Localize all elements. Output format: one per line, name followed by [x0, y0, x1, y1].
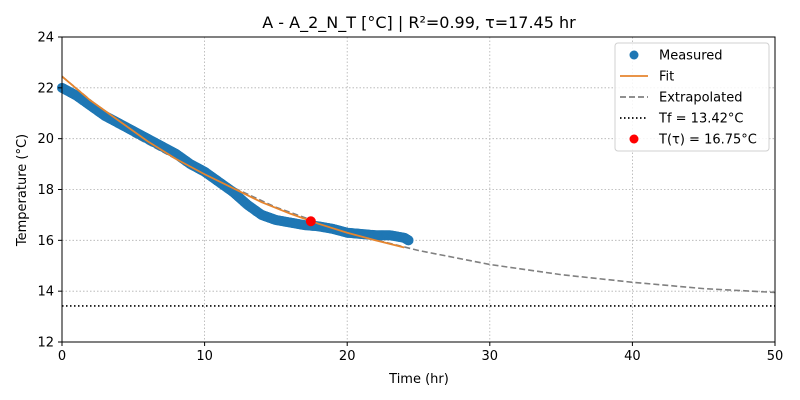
series-measured: [57, 82, 414, 246]
legend-ttau: T(τ) = 16.75°C: [629, 133, 757, 148]
y-tick-label: 18: [37, 183, 54, 198]
y-tick-label: 16: [37, 234, 54, 249]
y-axis-label: Temperature (°C): [15, 134, 30, 247]
legend-marker: [629, 50, 639, 60]
x-tick-label: 0: [58, 349, 66, 364]
legend: Measured Fit Extrapolated Tf = 13.42°C T(τ) …: [614, 42, 770, 152]
legend-label: Extrapolated: [659, 91, 742, 106]
y-tick-label: 24: [37, 31, 54, 46]
legend-label: Tf = 13.42°C: [658, 112, 743, 127]
y-tick-label: 22: [37, 81, 54, 96]
measured-point: [403, 235, 414, 246]
plot-area: [57, 75, 776, 307]
x-tick-label: 50: [767, 349, 784, 364]
legend-measured: Measured: [629, 49, 723, 64]
legend-label: Measured: [659, 49, 723, 64]
y-tick-label: 12: [37, 336, 54, 351]
legend-extrapolated: Extrapolated: [620, 91, 742, 106]
ttau-point: [305, 216, 316, 227]
y-tick-label: 14: [37, 285, 54, 300]
axis-ticks: 0 10 20 30 40 50 12 14 16 18 20 22 24: [37, 31, 783, 365]
x-tick-label: 40: [624, 349, 641, 364]
x-tick-label: 20: [339, 349, 356, 364]
x-axis-label: Time (hr): [388, 372, 449, 387]
legend-label: Fit: [659, 70, 674, 85]
x-tick-label: 10: [196, 349, 213, 364]
legend-tf: Tf = 13.42°C: [620, 112, 743, 127]
x-tick-label: 30: [482, 349, 499, 364]
legend-marker: [629, 134, 639, 144]
legend-fit: Fit: [620, 70, 674, 85]
legend-label: T(τ) = 16.75°C: [658, 133, 757, 148]
y-tick-label: 20: [37, 132, 54, 147]
legend-box: [614, 42, 770, 152]
series-fit-line: [61, 75, 405, 249]
chart-title: A - A_2_N_T [°C] | R²=0.99, τ=17.45 hr: [262, 13, 576, 33]
